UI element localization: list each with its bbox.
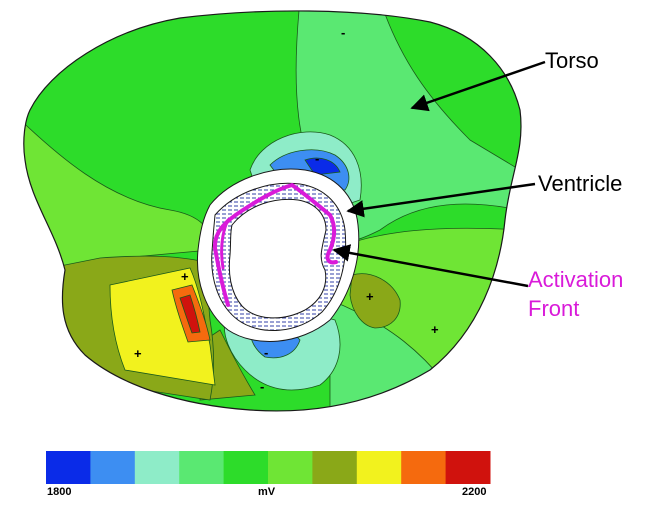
color-scale-swatch xyxy=(179,451,225,484)
positive-mark-left: + xyxy=(181,269,189,284)
scale-min-label: 1800 xyxy=(47,486,72,498)
color-scale-swatch xyxy=(46,451,91,484)
color-scale-swatch xyxy=(223,451,269,484)
activation-front-left-tail xyxy=(220,218,230,270)
activation-front-line xyxy=(212,183,338,307)
upper-dark-blue-band xyxy=(304,157,341,176)
front-label: Front xyxy=(528,296,580,321)
left-red-band xyxy=(179,294,201,334)
torso-label: Torso xyxy=(545,48,599,73)
color-scale-swatch xyxy=(268,451,313,484)
color-scale-swatch xyxy=(445,451,491,484)
torso-outline xyxy=(23,10,522,412)
negative-mark-top: - xyxy=(341,25,346,40)
scale-max-label: 2200 xyxy=(462,486,487,498)
positive-mark-far-right: + xyxy=(431,322,439,337)
color-scale-swatch xyxy=(134,451,180,484)
positive-mark-right: + xyxy=(366,289,374,304)
negative-mark-bottom: - xyxy=(260,379,265,394)
color-scale-swatch xyxy=(312,451,358,484)
negative-mark-lower: - xyxy=(264,345,269,360)
color-scale-bar xyxy=(46,451,491,484)
ventricle-label: Ventricle xyxy=(538,171,623,196)
positive-mark-lower-left: + xyxy=(134,346,142,361)
color-scale-swatch xyxy=(356,451,402,484)
activation-front-arrow xyxy=(332,244,529,288)
negative-mark-upper: - xyxy=(315,151,320,166)
activation-label: Activation xyxy=(528,267,624,292)
scale-unit-label: mV xyxy=(258,486,276,498)
color-scale-swatch xyxy=(90,451,136,484)
ventricle-arrow xyxy=(346,182,536,218)
ventricle-cavity xyxy=(228,198,327,319)
torso-arrow xyxy=(410,60,546,112)
color-scale-swatch xyxy=(401,451,447,484)
right-olive-patch xyxy=(349,273,401,329)
